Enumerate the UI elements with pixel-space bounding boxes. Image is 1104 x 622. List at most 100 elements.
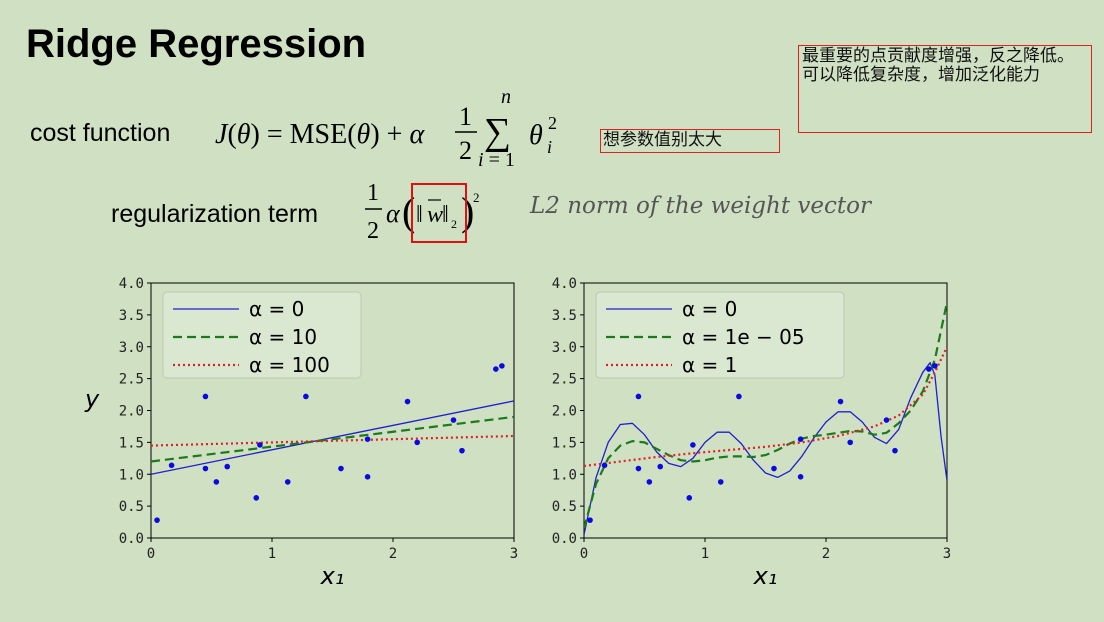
y-tick-label: 0.5 xyxy=(119,499,144,515)
data-point xyxy=(717,479,724,485)
data-point xyxy=(404,398,411,405)
data-point xyxy=(202,465,209,472)
x-tick-label: 3 xyxy=(510,546,518,562)
main-note-box: 最重要的点贡献度增强，反之降低。可以降低复杂度，增加泛化能力 xyxy=(798,45,1092,133)
data-point xyxy=(932,363,938,369)
y-tick-label: 1.0 xyxy=(119,467,144,483)
y-tick-label: 3.0 xyxy=(119,340,144,356)
data-point xyxy=(601,462,608,469)
svg-text:‖: ‖ xyxy=(416,202,423,228)
x-tick-label: 0 xyxy=(580,546,588,562)
data-point xyxy=(797,474,804,480)
x-tick-label: 2 xyxy=(389,546,397,562)
data-point xyxy=(338,465,344,472)
data-point xyxy=(154,517,160,523)
svg-text:J(θ) = MSE(θ) + α: J(θ) = MSE(θ) + α xyxy=(215,119,425,150)
svg-text:θ: θ xyxy=(529,120,543,151)
data-point xyxy=(926,366,932,372)
norm-highlight-box xyxy=(411,183,467,243)
data-point xyxy=(450,417,457,423)
series-group xyxy=(584,301,947,535)
y-tick-label: 2.5 xyxy=(552,372,577,388)
series-line xyxy=(584,301,947,529)
y-tick-label: 0.0 xyxy=(552,531,577,547)
svg-text:1: 1 xyxy=(367,180,379,206)
y-tick-label: 4.0 xyxy=(552,276,577,292)
y-tick-label: 2.0 xyxy=(552,404,577,420)
y-axis-label: y xyxy=(84,385,100,413)
legend-label: α = 1e − 05 xyxy=(682,325,805,349)
y-tick-label: 1.5 xyxy=(119,435,144,451)
chart-left: 0.0 0.5 1.0 1.5 2.0 2.5 3.0 3.5 4.0 0 1 2 3 x₁ y α = 0 α… xyxy=(84,276,518,590)
legend-label: α = 0 xyxy=(249,297,304,321)
data-point xyxy=(257,442,263,448)
svg-text:2: 2 xyxy=(451,217,457,231)
svg-text:1: 1 xyxy=(459,102,472,131)
data-point xyxy=(797,436,804,442)
data-point xyxy=(459,447,465,454)
legend-box xyxy=(162,291,362,379)
svg-text:2: 2 xyxy=(548,113,557,133)
x-tick-label: 0 xyxy=(147,546,155,562)
svg-text:i = 1: i = 1 xyxy=(478,149,515,171)
data-point xyxy=(736,393,742,400)
data-point xyxy=(284,479,291,485)
data-point xyxy=(202,393,209,400)
data-point xyxy=(883,417,890,423)
svg-text:i: i xyxy=(547,137,552,157)
data-point xyxy=(493,366,499,372)
regularization-label: regularization term xyxy=(111,200,319,228)
small-note-box: 想参数值别太大 xyxy=(600,129,780,153)
series-line xyxy=(151,415,514,463)
svg-text:‖: ‖ xyxy=(442,202,449,228)
x-tick-label: 3 xyxy=(943,546,951,562)
data-point xyxy=(168,462,175,469)
data-point xyxy=(635,465,642,472)
data-point xyxy=(587,517,593,523)
series-group xyxy=(151,363,514,523)
y-tick-label: 0.0 xyxy=(119,531,144,547)
x-tick-label: 1 xyxy=(268,546,276,562)
y-tick-label: 3.5 xyxy=(552,308,577,324)
data-point xyxy=(364,436,371,442)
svg-text:2: 2 xyxy=(367,218,379,244)
svg-text:2: 2 xyxy=(459,136,472,165)
legend-label: α = 1 xyxy=(682,353,737,377)
cost-function-formula: J(θ) = MSE(θ) + α 1 2 n ∑ i = 1 θ 2 i xyxy=(215,86,557,171)
l2-norm-note: L2 norm of the weight vector xyxy=(530,193,871,219)
x-tick-label: 2 xyxy=(822,546,830,562)
data-point xyxy=(224,463,231,470)
data-point xyxy=(771,465,777,472)
data-point xyxy=(364,474,371,480)
x-tick-label: 1 xyxy=(701,546,709,562)
x-axis-label: x₁ xyxy=(753,562,778,590)
legend-box xyxy=(595,291,845,379)
svg-text:α: α xyxy=(386,199,401,228)
svg-text:∑: ∑ xyxy=(484,111,511,153)
y-tick-label: 3.5 xyxy=(119,308,144,324)
data-point xyxy=(837,398,844,405)
legend-label: α = 0 xyxy=(682,297,737,321)
data-point xyxy=(499,363,505,369)
data-point xyxy=(646,479,653,485)
x-axis-label: x₁ xyxy=(320,562,345,590)
data-point xyxy=(213,479,220,485)
slide-title: Ridge Regression xyxy=(26,22,367,66)
y-tick-label: 1.0 xyxy=(552,467,577,483)
y-tick-label: 0.5 xyxy=(552,499,577,515)
y-tick-label: 2.5 xyxy=(119,372,144,388)
svg-text:n: n xyxy=(501,86,511,108)
small-note-text: 想参数值别太大 xyxy=(603,130,722,150)
main-note-text: 最重要的点贡献度增强，反之降低。可以降低复杂度，增加泛化能力 xyxy=(802,46,1074,85)
data-point xyxy=(414,439,421,446)
data-point xyxy=(690,442,696,448)
svg-text:w: w xyxy=(427,202,443,228)
data-point xyxy=(847,439,853,446)
cost-function-label: cost function xyxy=(30,119,171,147)
data-point xyxy=(686,495,693,501)
data-point xyxy=(253,495,260,501)
legend-label: α = 100 xyxy=(249,353,330,377)
data-point xyxy=(635,393,642,400)
svg-text:): ) xyxy=(461,189,474,234)
